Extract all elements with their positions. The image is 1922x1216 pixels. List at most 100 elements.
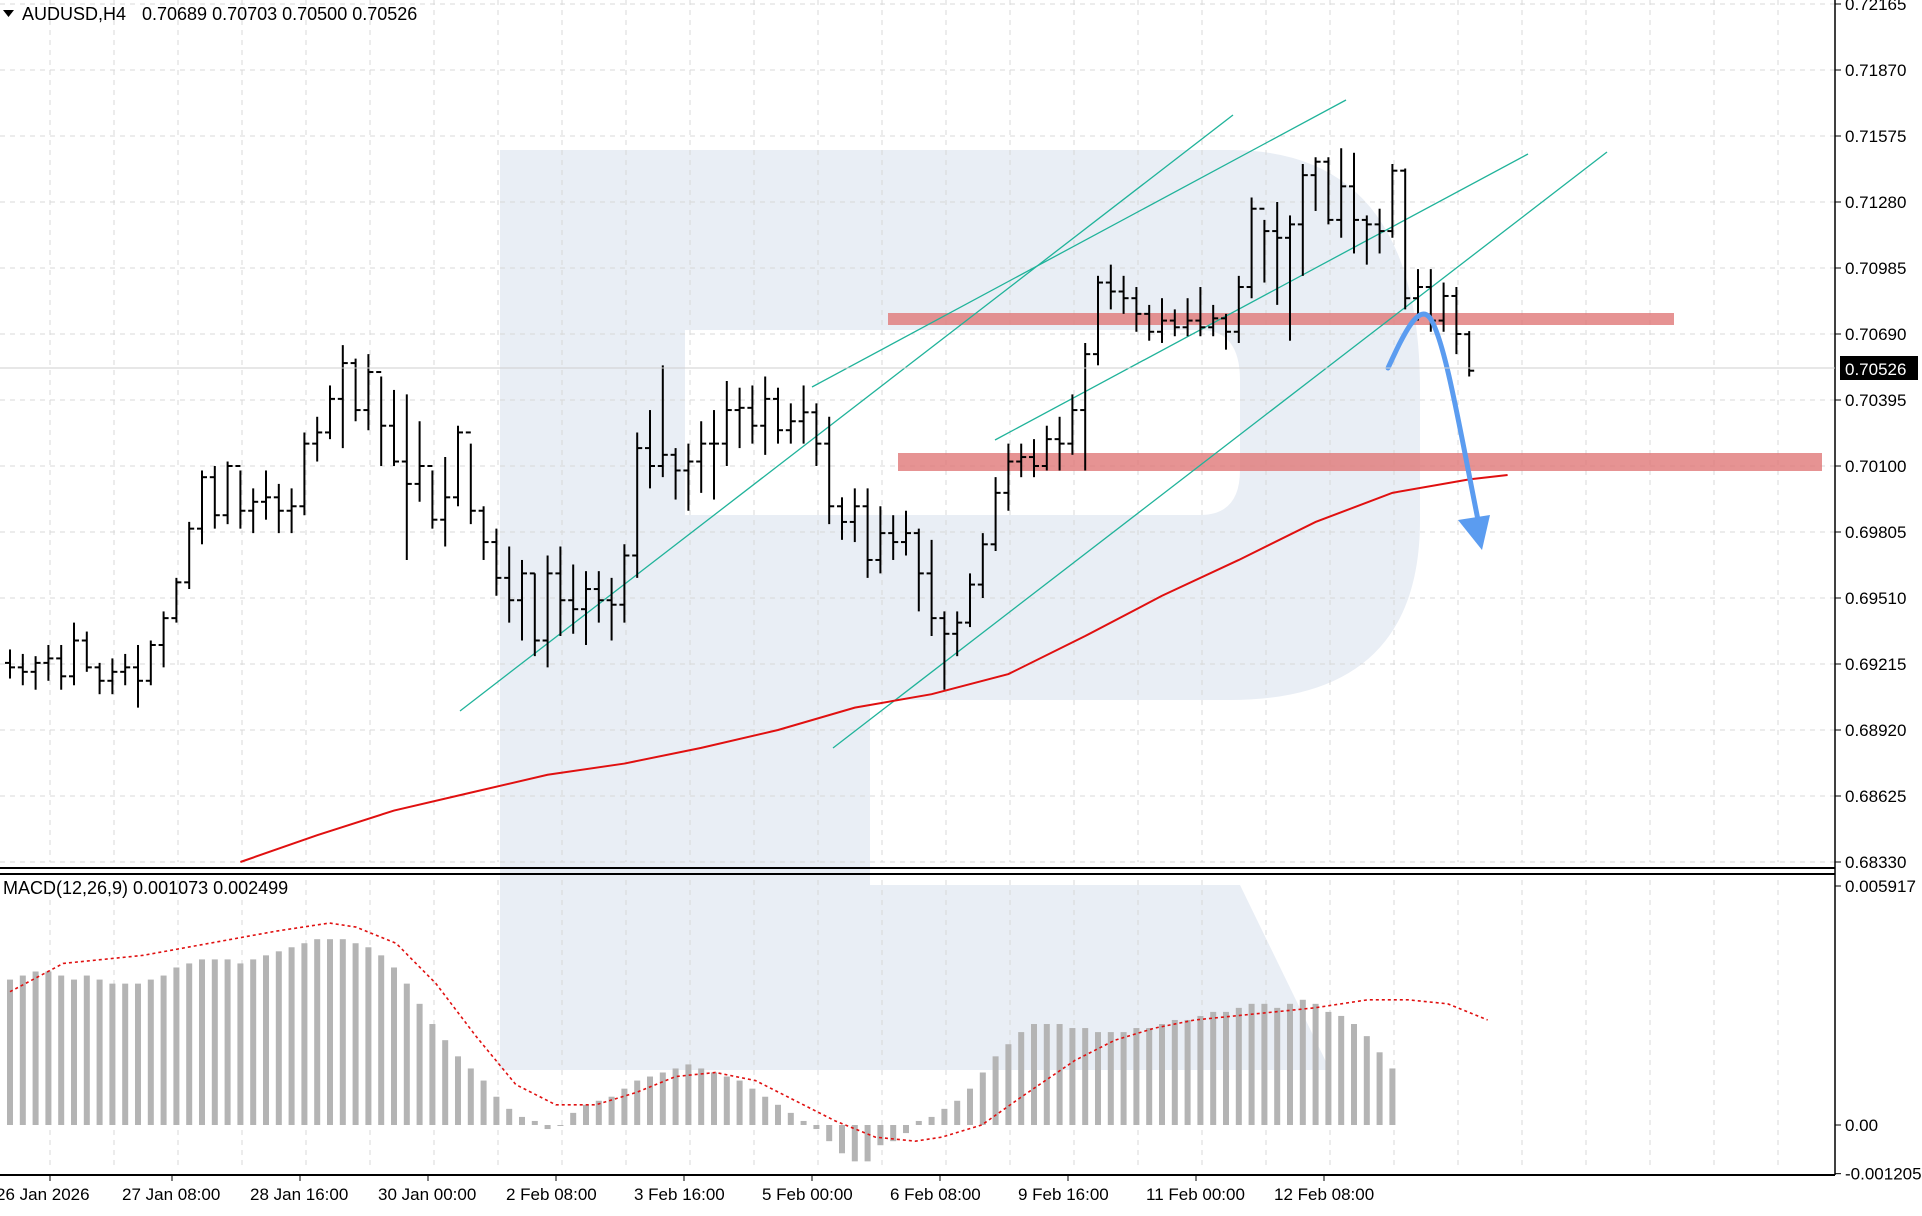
macd-histogram-bar — [749, 1088, 756, 1125]
ohlc-bar — [133, 644, 143, 708]
macd-histogram-bar — [1261, 1003, 1268, 1125]
macd-histogram-bar — [877, 1125, 884, 1146]
macd-histogram-bar — [775, 1104, 781, 1125]
ohlc-bar — [299, 432, 310, 516]
ohlc-bar — [235, 465, 246, 529]
macd-histogram-bar — [403, 983, 410, 1125]
macd-histogram-bar — [800, 1120, 807, 1125]
ohlc-bar — [1413, 269, 1423, 321]
ohlc-bar — [465, 431, 476, 525]
ohlc-bar — [1387, 163, 1398, 238]
ohlc-bar — [593, 571, 604, 623]
ohlc-bar — [1310, 157, 1321, 211]
ohlc-bar — [862, 488, 873, 578]
ohlc-bar — [1464, 331, 1475, 377]
ohlc-bar — [901, 510, 911, 556]
ohlc-bar — [670, 448, 681, 500]
ohlc-bar — [440, 457, 451, 547]
macd-histogram-bar — [531, 1120, 538, 1125]
ohlc-bar — [581, 571, 591, 645]
ohlc-bar — [1361, 215, 1372, 265]
ohlc-bar — [1323, 157, 1334, 225]
triangle-down-icon[interactable] — [3, 10, 14, 17]
ohlc-bar — [798, 385, 809, 444]
ohlc-bar — [94, 662, 105, 695]
macd-histogram-bar — [1031, 1024, 1037, 1125]
time-tick-label: 6 Feb 08:00 — [890, 1185, 981, 1204]
macd-histogram-bar — [813, 1125, 820, 1130]
ohlc-bar — [721, 380, 732, 466]
macd-histogram-bar — [467, 1068, 474, 1125]
ohlc-bar — [107, 658, 118, 695]
channel-line-3 — [994, 153, 1529, 441]
macd-histogram-bar — [83, 975, 90, 1125]
macd-histogram-bar — [173, 967, 180, 1125]
ohlc-bar — [1221, 313, 1231, 350]
ohlc-bar — [401, 394, 412, 560]
ohlc-bar — [350, 358, 361, 422]
time-tick-label: 12 Feb 08:00 — [1274, 1185, 1374, 1204]
macd-histogram-bar — [1069, 1028, 1076, 1125]
ohlc-bar — [478, 506, 489, 560]
ohlc-bar — [43, 644, 54, 681]
time-tick-label: 9 Feb 16:00 — [1018, 1185, 1109, 1204]
ohlc-bar — [222, 461, 233, 525]
macd-histogram-bar — [890, 1125, 897, 1142]
macd-histogram-bar — [416, 1003, 423, 1125]
ohlc-bar — [1233, 275, 1244, 343]
macd-histogram-bar — [903, 1125, 909, 1134]
ohlc-bar — [645, 410, 655, 489]
macd-histogram-bar — [992, 1056, 999, 1125]
ohlc-bar — [1029, 439, 1039, 478]
support-zone-lower — [898, 453, 1822, 471]
macd-histogram-bar — [352, 943, 359, 1125]
macd-histogram-bar — [1210, 1011, 1217, 1125]
macd-histogram-bar — [493, 1096, 500, 1125]
resistance-zone-upper — [888, 313, 1674, 325]
ohlc-bar — [1246, 197, 1257, 299]
time-tick-label: 5 Feb 00:00 — [762, 1185, 853, 1204]
macd-histogram-bar — [1389, 1068, 1396, 1125]
ohlc-bar — [888, 515, 899, 560]
ohlc-bar — [709, 410, 719, 500]
ohlc-bar — [1144, 304, 1155, 341]
ohlc-bar — [56, 644, 67, 690]
macd-histogram-bar — [1082, 1028, 1089, 1125]
macd-histogram-bar — [147, 979, 154, 1125]
ohlc-bar — [913, 528, 924, 612]
price-tick-label: 0.71280 — [1845, 193, 1906, 212]
macd-histogram-bar — [928, 1116, 935, 1125]
macd-histogram-bar — [224, 959, 231, 1125]
channel-line-2 — [811, 99, 1347, 388]
ohlc-bar — [286, 488, 297, 534]
macd-histogram-bar — [365, 947, 372, 1125]
macd-histogram-bar — [275, 951, 282, 1125]
macd-histogram-bar — [199, 959, 205, 1125]
ohlc-bar — [376, 371, 387, 466]
macd-histogram-bar — [1287, 1003, 1293, 1125]
ohlc-bar — [811, 403, 822, 466]
macd-histogram-bar — [762, 1096, 769, 1125]
macd-histogram-bar — [711, 1072, 717, 1125]
ohlc-bar — [261, 470, 271, 520]
macd-histogram-bar — [429, 1024, 436, 1125]
macd-histogram-bar — [1325, 1011, 1332, 1125]
ohlc-bar — [1400, 168, 1411, 310]
macd-histogram-bar — [851, 1125, 858, 1162]
ohlc-bar — [197, 470, 207, 545]
ohlc-bar — [1336, 148, 1347, 238]
ohlc-bar — [120, 653, 131, 686]
price-tick-label: 0.69805 — [1845, 523, 1906, 542]
ohlc-bar — [1349, 152, 1359, 254]
macd-label: MACD(12,26,9) 0.001073 0.002499 — [3, 878, 288, 898]
ohlc-bar — [683, 443, 694, 511]
macd-histogram-bar — [1338, 1015, 1345, 1125]
ohlc-bar — [965, 573, 975, 628]
macd-histogram-bar — [787, 1112, 794, 1125]
macd-histogram-bar — [19, 975, 26, 1125]
macd-histogram-bar — [135, 983, 141, 1125]
ohlc-bar — [1259, 207, 1270, 283]
macd-histogram-bar — [672, 1068, 679, 1125]
macd-histogram-bar — [659, 1072, 666, 1125]
ohlc-bar — [734, 387, 745, 449]
